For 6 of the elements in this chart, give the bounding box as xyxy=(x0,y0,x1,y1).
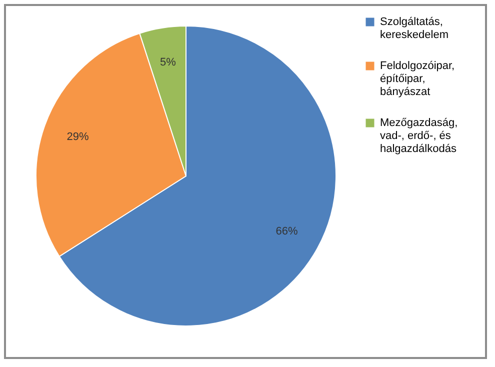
legend-label: Feldolgozóipar, építőipar, bányászat xyxy=(380,60,455,98)
legend-label: Szolgáltatás, kereskedelem xyxy=(380,16,448,41)
data-label: 66% xyxy=(276,225,298,238)
data-label: 29% xyxy=(66,131,90,144)
legend-label: Mezőgazdaság, vad-, erdő-, és halgazdálkodás xyxy=(380,117,458,155)
data-label: 5% xyxy=(160,56,176,68)
